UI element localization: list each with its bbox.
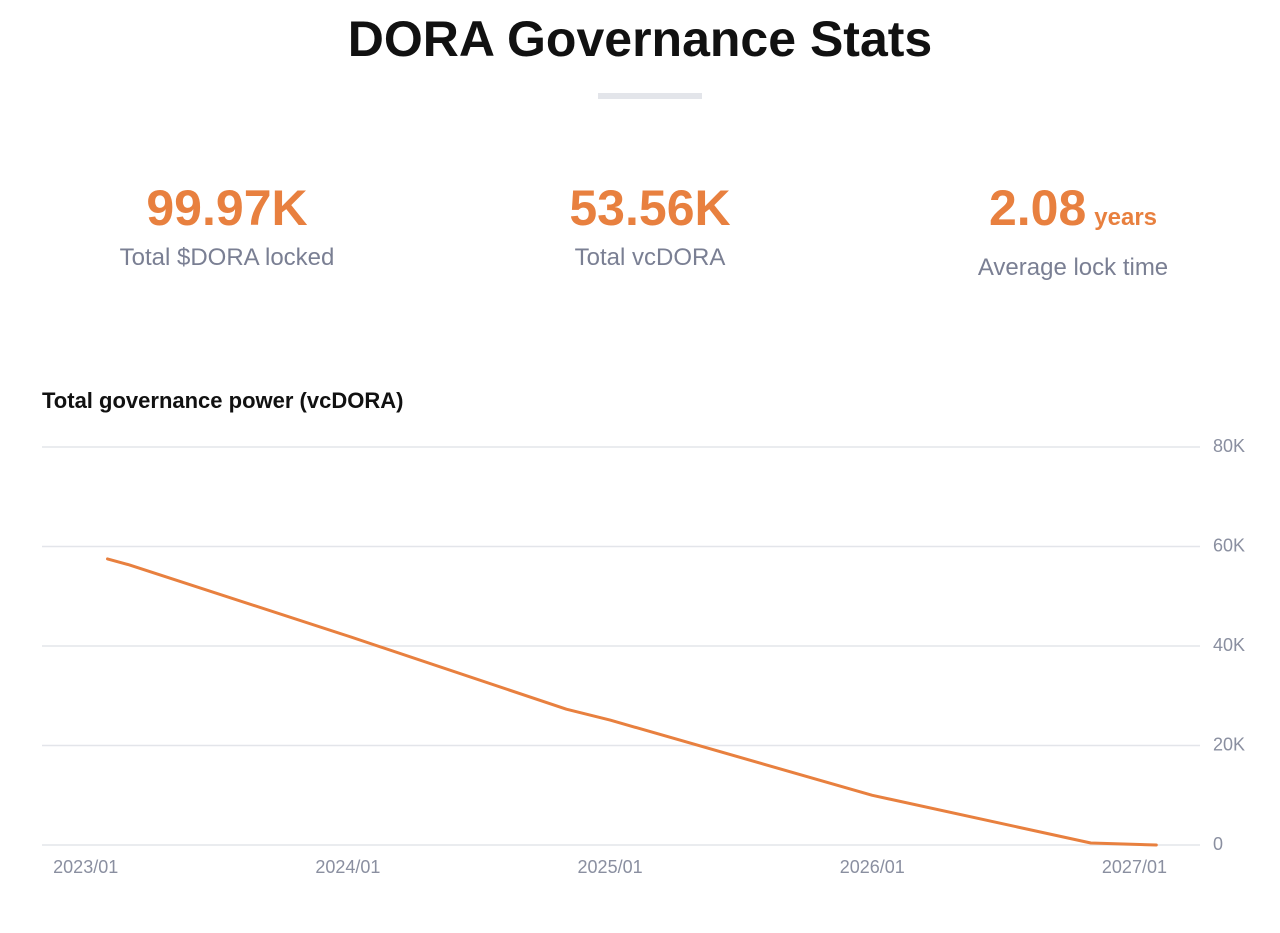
page-title: DORA Governance Stats: [347, 11, 933, 67]
stat-label: Total vcDORA: [574, 244, 726, 271]
chart-title: Total governance power (vcDORA): [42, 388, 403, 413]
stat-value: 2.08: [988, 180, 1087, 236]
y-tick-label: 80K: [1213, 436, 1245, 456]
y-tick-label: 20K: [1213, 734, 1245, 754]
stat-value: 99.97K: [146, 180, 308, 236]
stat: 53.56K Total vcDORA: [450, 178, 850, 272]
x-tick-label: 2024/01: [315, 857, 380, 877]
stat-label: Total $DORA locked: [119, 244, 335, 271]
stat-label: Average lock time: [977, 254, 1169, 281]
divider: [598, 93, 702, 99]
x-tick-label: 2023/01: [53, 857, 118, 877]
y-tick-label: 60K: [1213, 535, 1245, 555]
stat: 99.97K Total $DORA locked: [27, 178, 427, 272]
stat-value-row: 2.08 years: [873, 178, 1273, 248]
line: [106, 557, 1158, 847]
stat: 2.08 years Average lock time: [873, 178, 1273, 282]
x-tick-label: 2027/01: [1102, 857, 1167, 877]
x-tick-label: 2026/01: [840, 857, 905, 877]
x-tick-label: 2025/01: [578, 857, 643, 877]
stat-unit: years: [1094, 204, 1158, 231]
stat-value: 53.56K: [569, 180, 731, 236]
y-tick-label: 40K: [1213, 635, 1245, 655]
x-axis: 2023/01 2024/01 2025/01 2026/01 2027/01: [53, 857, 1167, 877]
y-tick-label: 0: [1213, 834, 1223, 854]
